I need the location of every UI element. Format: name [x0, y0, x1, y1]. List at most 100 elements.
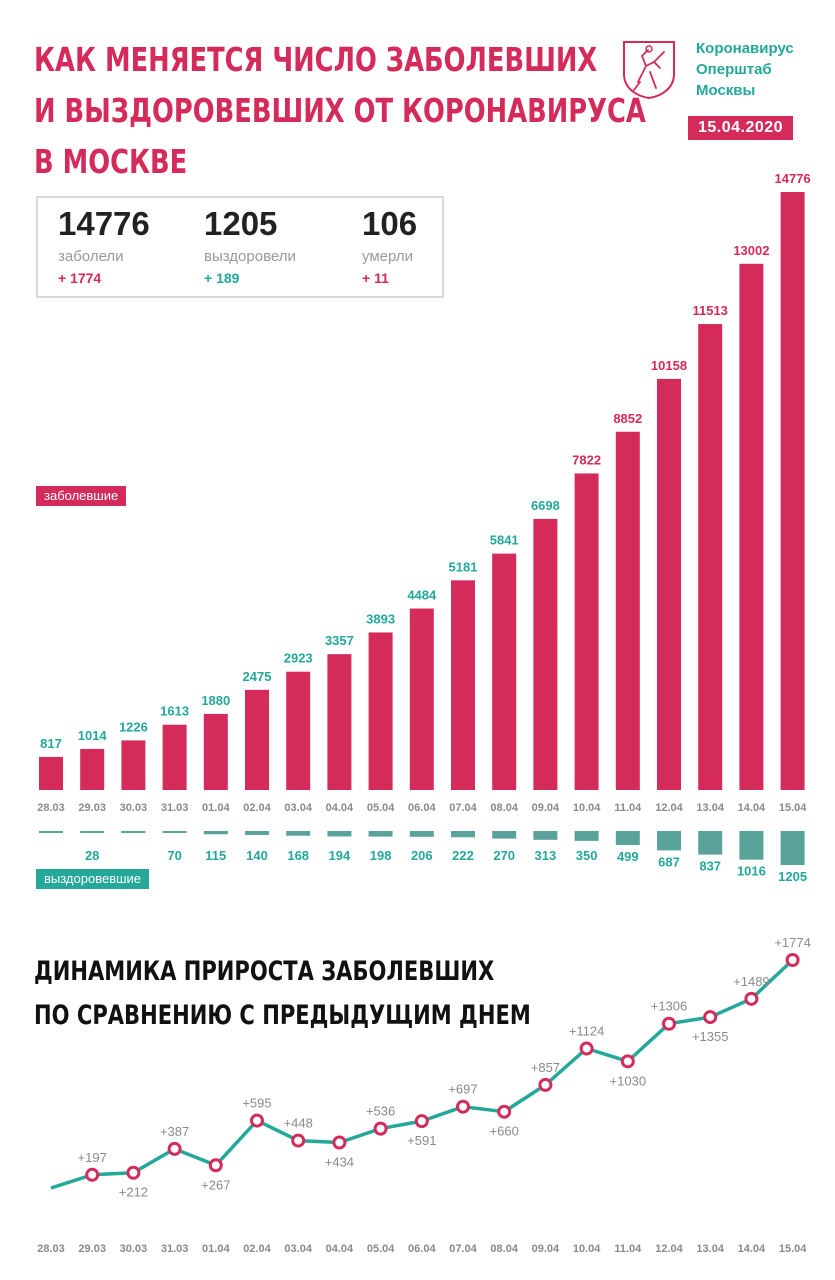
- recovered-value-label: 222: [452, 848, 474, 863]
- growth-date-tick-label: 10.04: [573, 1243, 601, 1255]
- growth-date-tick-label: 05.04: [367, 1243, 395, 1255]
- growth-value-label: +536: [366, 1104, 395, 1119]
- legend-recovered: выздоровевшие: [36, 869, 150, 889]
- date-tick-label: 28.03: [37, 802, 65, 814]
- recovered-bar: [327, 831, 352, 837]
- brand-line-3: Москвы: [696, 82, 756, 99]
- growth-date-tick-label: 13.04: [696, 1243, 724, 1255]
- infected-value-label: 10158: [651, 358, 687, 373]
- recovered-value-label: 687: [658, 854, 680, 869]
- growth-value-label: +1489: [733, 974, 770, 989]
- recovered-value-label: 28: [85, 848, 99, 863]
- infected-bar: [533, 518, 558, 790]
- date-tick-label: 06.04: [408, 802, 436, 814]
- recovered-bar: [121, 831, 146, 833]
- growth-date-tick-label: 07.04: [449, 1243, 477, 1255]
- infected-bar: [780, 192, 805, 790]
- date-badge: 15.04.2020: [688, 116, 794, 140]
- recovered-bar: [203, 831, 228, 835]
- growth-point: [703, 1010, 718, 1025]
- recovered-value-label: 206: [411, 848, 433, 863]
- brand-block: Коронавирус Оперштаб Москвы: [620, 36, 820, 106]
- recovered-bar: [451, 831, 475, 838]
- growth-chart-title: Динамика прироста заболевших по сравнени…: [34, 950, 531, 1038]
- growth-title-line-2: по сравнению с предыдущим днем: [34, 1000, 531, 1031]
- stat-infected-change: + 1774: [58, 270, 102, 286]
- recovered-value-label: 140: [246, 848, 268, 863]
- growth-title-line-1: Динамика прироста заболевших: [34, 956, 495, 987]
- growth-point: [497, 1104, 512, 1119]
- stat-deaths: 106 умерли + 11: [362, 204, 417, 287]
- growth-point: [414, 1114, 429, 1129]
- growth-point: [456, 1099, 470, 1114]
- date-tick-label: 08.04: [490, 802, 518, 814]
- date-tick-label: 14.04: [738, 802, 766, 814]
- infected-bar: [451, 580, 475, 790]
- infected-bar: [368, 632, 393, 790]
- infected-bar: [409, 608, 434, 790]
- stat-infected-label: заболели: [58, 248, 124, 265]
- growth-date-tick-label: 09.04: [532, 1243, 560, 1255]
- recovered-bar: [533, 831, 558, 840]
- recovered-bar: [698, 831, 723, 855]
- growth-value-label: +434: [325, 1155, 354, 1170]
- recovered-value-label: 198: [370, 848, 392, 863]
- stat-recovered: 1205 выздоровели + 189: [204, 204, 296, 287]
- recovered-value-label: 194: [329, 848, 351, 863]
- growth-date-tick-label: 31.03: [161, 1243, 189, 1255]
- recovered-value-label: 837: [699, 859, 721, 874]
- growth-point: [620, 1054, 635, 1069]
- stat-infected: 14776 заболели + 1774: [58, 204, 150, 287]
- recovered-bar: [245, 831, 269, 835]
- stat-recovered-label: выздоровели: [204, 248, 296, 265]
- legend-infected: заболевшие: [36, 486, 127, 506]
- stats-box: 14776 заболели + 1774 1205 выздоровели +…: [36, 196, 444, 298]
- growth-value-label: +591: [407, 1133, 436, 1148]
- recovered-value-label: 313: [535, 848, 557, 863]
- growth-value-label: +212: [119, 1185, 148, 1200]
- date-tick-label: 05.04: [367, 802, 395, 814]
- infected-value-label: 13002: [733, 243, 769, 258]
- date-tick-label: 02.04: [243, 802, 271, 814]
- recovered-bar: [286, 831, 311, 836]
- moscow-coat-of-arms-icon: [623, 41, 675, 100]
- recovered-value-label: 115: [205, 848, 226, 863]
- date-tick-label: 12.04: [655, 802, 683, 814]
- infected-value-label: 5181: [449, 559, 478, 574]
- recovered-value-label: 1205: [778, 869, 807, 884]
- stat-deaths-value: 106: [362, 205, 418, 242]
- infected-value-label: 14776: [775, 171, 811, 186]
- infected-value-label: 6698: [531, 498, 560, 513]
- infected-value-label: 1880: [201, 693, 230, 708]
- growth-value-label: +697: [448, 1082, 477, 1097]
- infected-value-label: 11513: [692, 303, 727, 318]
- date-tick-label: 04.04: [326, 802, 354, 814]
- infected-value-label: 8852: [613, 411, 642, 426]
- growth-point: [662, 1016, 676, 1031]
- growth-value-label: +1124: [569, 1024, 605, 1039]
- infected-bar: [245, 689, 269, 790]
- infected-bar: [162, 724, 187, 790]
- infected-value-label: 1014: [78, 728, 108, 743]
- growth-date-tick-label: 14.04: [738, 1243, 766, 1255]
- stat-infected-value: 14776: [58, 205, 150, 242]
- infected-bar: [574, 473, 599, 790]
- growth-point: [85, 1167, 100, 1182]
- growth-point: [208, 1158, 223, 1173]
- growth-date-tick-label: 01.04: [202, 1243, 230, 1255]
- growth-point: [579, 1041, 594, 1056]
- brand-lines: Коронавирус Оперштаб Москвы: [696, 38, 794, 101]
- recovered-value-label: 270: [493, 848, 515, 863]
- growth-point: [785, 953, 800, 967]
- recovered-value-label: 1016: [737, 864, 766, 879]
- growth-date-tick-label: 04.04: [326, 1243, 354, 1255]
- infected-bar: [657, 378, 681, 790]
- brand-line-1: Коронавирус: [696, 40, 794, 57]
- recovered-bar: [780, 831, 805, 865]
- growth-date-tick-label: 30.03: [120, 1243, 148, 1255]
- growth-point: [167, 1141, 182, 1156]
- recovered-value-label: 499: [617, 849, 639, 864]
- infected-bar: [39, 756, 63, 790]
- stat-deaths-change: + 11: [362, 270, 389, 286]
